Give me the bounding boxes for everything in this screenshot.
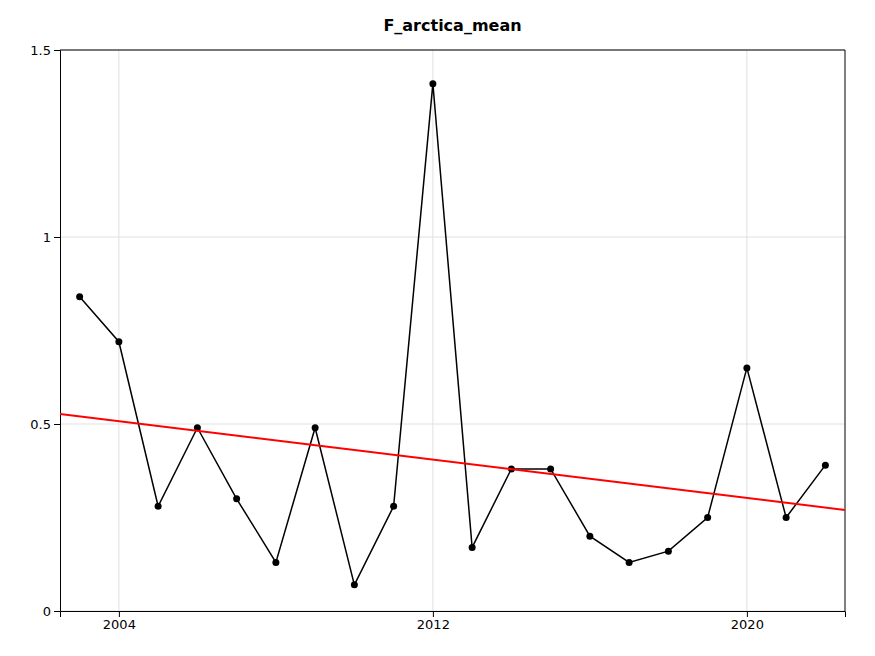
tick-mark — [747, 611, 748, 617]
marker — [743, 364, 750, 371]
marker — [626, 559, 633, 566]
tick-mark — [54, 611, 60, 612]
marker — [586, 533, 593, 540]
marker — [429, 80, 436, 87]
axis-line — [54, 51, 61, 612]
marker — [272, 559, 279, 566]
marker — [822, 462, 829, 469]
tick-label: 2004 — [103, 617, 136, 632]
frame — [845, 50, 846, 611]
marker — [665, 548, 672, 555]
marker — [351, 581, 358, 588]
grid-line-x — [746, 50, 747, 611]
marker — [390, 503, 397, 510]
tick: 1 — [43, 230, 60, 245]
tick-label: 0 — [43, 604, 51, 619]
tick-mark — [433, 611, 434, 617]
marker — [76, 293, 83, 300]
grid-line-y — [60, 424, 845, 425]
tick-label: 2020 — [731, 617, 764, 632]
tick: 0 — [43, 604, 60, 619]
grid-line-x — [432, 50, 433, 611]
tick-mark — [54, 424, 60, 425]
trend-line — [60, 414, 845, 510]
axis-line — [61, 612, 846, 618]
frame — [60, 50, 845, 51]
chart: 2004 2012 2020 0 0.5 1 1.5 F_arctica_mean — [0, 0, 875, 656]
marker — [469, 544, 476, 551]
title: F_arctica_mean — [383, 16, 521, 35]
grid-line-x — [118, 50, 119, 611]
marker — [155, 503, 162, 510]
marks — [60, 80, 845, 588]
marker — [115, 338, 122, 345]
tick-label: 1 — [43, 230, 51, 245]
y-axis: 0 0.5 1 1.5 — [30, 43, 60, 619]
grid-line-y — [60, 50, 845, 51]
tick-label: 2012 — [417, 617, 450, 632]
tick: 2012 — [417, 611, 450, 632]
tick: 2004 — [103, 611, 136, 632]
data-line — [80, 84, 826, 585]
grid — [60, 50, 845, 611]
grid-line-y — [60, 237, 845, 238]
marker — [783, 514, 790, 521]
tick: 0.5 — [30, 417, 60, 432]
marker — [547, 465, 554, 472]
tick-mark — [54, 50, 60, 51]
tick: 2020 — [731, 611, 764, 632]
marker — [704, 514, 711, 521]
tick: 1.5 — [30, 43, 60, 58]
tick-label: 1.5 — [30, 43, 51, 58]
marker — [312, 424, 319, 431]
tick-mark — [54, 237, 60, 238]
x-axis: 2004 2012 2020 — [61, 611, 846, 632]
tick-label: 0.5 — [30, 417, 51, 432]
marker — [233, 495, 240, 502]
tick-mark — [119, 611, 120, 617]
plot: 2004 2012 2020 0 0.5 1 1.5 — [30, 43, 845, 633]
